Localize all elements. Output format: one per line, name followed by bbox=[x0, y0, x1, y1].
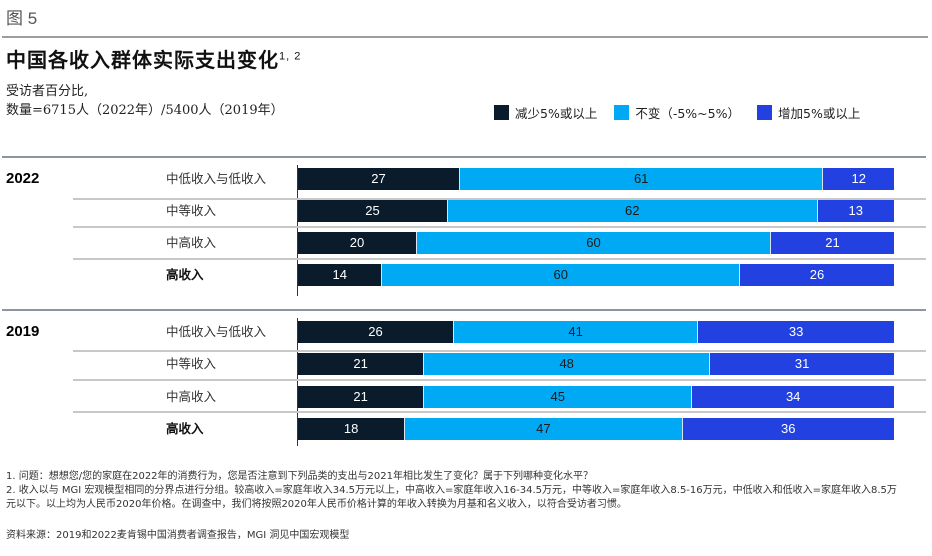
row-divider bbox=[73, 226, 926, 228]
bar-value-label: 33 bbox=[788, 324, 804, 339]
bar-segment-unchanged: 61 bbox=[458, 168, 823, 190]
legend-item-decrease: 减少5%或以上 bbox=[494, 103, 597, 122]
bar-value-label: 18 bbox=[343, 421, 359, 436]
bar-segment-increase: 36 bbox=[681, 418, 894, 440]
bar-value-label: 21 bbox=[353, 356, 368, 371]
section-divider-2019 bbox=[2, 309, 926, 311]
category-label: 中等收入 bbox=[166, 356, 217, 371]
bar-value-label: 61 bbox=[633, 171, 649, 186]
legend-label-increase: 增加5%或以上 bbox=[778, 106, 861, 121]
bar-value-label: 26 bbox=[368, 324, 383, 339]
category-label: 高收入 bbox=[166, 421, 204, 436]
source-note: 资料来源：2019和2022麦肯锡中国消费者调查报告，MGI 洞见中国宏观模型 bbox=[6, 530, 350, 541]
subtitle-unit: 受访者百分比, bbox=[6, 84, 89, 99]
year-label-2019: 2019 bbox=[6, 323, 40, 340]
bar-segment-increase: 34 bbox=[691, 386, 894, 408]
bar-segment-decrease: 27 bbox=[298, 168, 459, 190]
bar-segment-unchanged: 48 bbox=[423, 353, 710, 375]
bar-segment-decrease: 20 bbox=[298, 232, 417, 254]
bar-segment-decrease: 26 bbox=[298, 321, 453, 343]
bar-value-label: 47 bbox=[536, 421, 551, 436]
legend: 减少5%或以上 不变（-5%~5%） 增加5%或以上 bbox=[494, 103, 877, 122]
category-label: 中高收入 bbox=[166, 389, 217, 404]
bar-segment-increase: 12 bbox=[822, 168, 894, 190]
legend-label-unchanged: 不变（-5%~5%） bbox=[635, 106, 740, 121]
bar-segment-unchanged: 47 bbox=[404, 418, 682, 440]
footnote-2: 2. 收入以与 MGI 宏观模型相同的分界点进行分组。较高收入=家庭年收入34.… bbox=[6, 485, 897, 510]
bar-value-label: 21 bbox=[825, 235, 840, 250]
axis-line-2022 bbox=[297, 165, 298, 296]
axis-line-2019 bbox=[297, 318, 298, 446]
bar-value-label: 48 bbox=[559, 356, 574, 371]
bar-segment-increase: 13 bbox=[816, 200, 894, 222]
row-divider bbox=[73, 258, 926, 260]
bar-value-label: 34 bbox=[785, 389, 801, 404]
bar-segment-unchanged: 60 bbox=[381, 264, 740, 286]
bar-segment-decrease: 21 bbox=[298, 386, 424, 408]
category-label: 中低收入与低收入 bbox=[166, 171, 267, 186]
bar-value-label: 41 bbox=[568, 324, 583, 339]
bar-value-label: 26 bbox=[809, 267, 825, 282]
top-divider bbox=[2, 36, 928, 38]
bar-value-label: 36 bbox=[781, 421, 796, 436]
bar-segment-unchanged: 62 bbox=[447, 200, 817, 222]
legend-swatch-increase bbox=[757, 105, 772, 120]
bar-value-label: 60 bbox=[553, 267, 568, 282]
category-label: 中低收入与低收入 bbox=[166, 324, 267, 339]
legend-item-unchanged: 不变（-5%~5%） bbox=[614, 103, 740, 122]
chart-title: 中国各收入群体实际支出变化1, 2 bbox=[6, 44, 301, 73]
bar-segment-decrease: 25 bbox=[298, 200, 447, 222]
bar-value-label: 31 bbox=[794, 356, 810, 371]
bar-segment-increase: 33 bbox=[697, 321, 894, 343]
legend-swatch-decrease bbox=[494, 105, 509, 120]
category-label: 高收入 bbox=[166, 267, 204, 282]
row-divider bbox=[73, 350, 926, 352]
footnotes: 1. 问题：想想您/您的家庭在2022年的消费行为，您是否注意到下列品类的支出与… bbox=[6, 470, 906, 512]
section-divider-2022 bbox=[2, 156, 926, 158]
bar-value-label: 60 bbox=[586, 235, 601, 250]
bar-value-label: 62 bbox=[625, 203, 640, 218]
category-label: 中高收入 bbox=[166, 235, 217, 250]
chart-title-text: 中国各收入群体实际支出变化 bbox=[6, 48, 279, 72]
row-divider bbox=[73, 198, 926, 200]
bar-segment-decrease: 14 bbox=[298, 264, 382, 286]
subtitle-sample-size: 数量=6715人（2022年）/5400人（2019年） bbox=[6, 103, 284, 118]
bar-segment-unchanged: 45 bbox=[423, 386, 692, 408]
title-footnote-ref: 1, 2 bbox=[279, 50, 302, 63]
year-label-2022: 2022 bbox=[6, 170, 40, 187]
legend-swatch-unchanged bbox=[614, 105, 630, 120]
legend-item-increase: 增加5%或以上 bbox=[757, 103, 860, 122]
bar-value-label: 14 bbox=[332, 267, 347, 282]
bar-segment-decrease: 21 bbox=[298, 353, 424, 375]
bar-value-label: 12 bbox=[851, 171, 866, 186]
bar-value-label: 13 bbox=[848, 203, 863, 218]
row-divider bbox=[73, 411, 926, 413]
bar-value-label: 27 bbox=[371, 171, 386, 186]
bar-segment-increase: 21 bbox=[770, 232, 894, 254]
bar-value-label: 25 bbox=[365, 203, 380, 218]
bar-segment-decrease: 18 bbox=[298, 418, 405, 440]
chart-subtitle: 受访者百分比, 数量=6715人（2022年）/5400人（2019年） bbox=[6, 82, 284, 120]
row-divider bbox=[73, 379, 926, 381]
bar-segment-increase: 26 bbox=[739, 264, 894, 286]
bar-segment-increase: 31 bbox=[709, 353, 894, 375]
bar-value-label: 20 bbox=[349, 235, 365, 250]
footnote-1: 1. 问题：想想您/您的家庭在2022年的消费行为，您是否注意到下列品类的支出与… bbox=[6, 471, 593, 482]
bar-segment-unchanged: 41 bbox=[452, 321, 698, 343]
bar-value-label: 21 bbox=[353, 389, 368, 404]
bar-value-label: 45 bbox=[550, 389, 565, 404]
bar-segment-unchanged: 60 bbox=[416, 232, 771, 254]
figure-label: 图 5 bbox=[6, 9, 38, 28]
category-label: 中等收入 bbox=[166, 203, 217, 218]
legend-label-decrease: 减少5%或以上 bbox=[515, 106, 598, 121]
